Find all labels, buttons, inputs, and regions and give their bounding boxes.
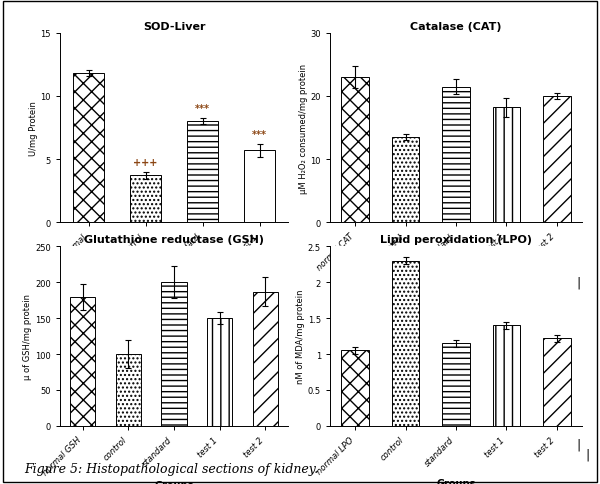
Title: SOD-Liver: SOD-Liver: [143, 22, 205, 32]
Bar: [161, 283, 187, 426]
X-axis label: Groups: Groups: [436, 275, 476, 285]
Bar: [130, 176, 161, 223]
Text: |: |: [576, 275, 580, 288]
Bar: [244, 151, 275, 223]
Y-axis label: μM H₂O₂ consumed/mg protein: μM H₂O₂ consumed/mg protein: [299, 63, 308, 193]
Bar: [73, 74, 104, 223]
Title: Glutathione reductase (GSH): Glutathione reductase (GSH): [84, 235, 264, 245]
Text: |: |: [576, 438, 580, 451]
Text: ***: ***: [252, 130, 267, 139]
Text: ***: ***: [195, 104, 210, 114]
Text: Figure 5: Histopathological sections of kidney.: Figure 5: Histopathological sections of …: [24, 462, 318, 475]
Bar: [543, 338, 571, 426]
Bar: [341, 351, 369, 426]
X-axis label: Groups: Groups: [436, 478, 476, 484]
Bar: [341, 78, 369, 223]
Title: Lipid peroxidation (LPO): Lipid peroxidation (LPO): [380, 235, 532, 245]
Title: Catalase (CAT): Catalase (CAT): [410, 22, 502, 32]
Bar: [543, 97, 571, 223]
Bar: [116, 354, 141, 426]
Y-axis label: nM of MDA/mg protein: nM of MDA/mg protein: [296, 289, 305, 383]
X-axis label: Groups: Groups: [154, 268, 194, 278]
Bar: [253, 292, 278, 426]
Bar: [392, 138, 419, 223]
Bar: [493, 326, 520, 426]
Y-axis label: U/mg Protein: U/mg Protein: [29, 101, 38, 156]
Y-axis label: μ of GSH/mg protein: μ of GSH/mg protein: [23, 293, 32, 379]
Bar: [70, 297, 95, 426]
Bar: [187, 122, 218, 223]
Bar: [207, 318, 232, 426]
Bar: [493, 108, 520, 223]
X-axis label: Groups: Groups: [154, 480, 194, 484]
Bar: [442, 344, 470, 426]
Text: |: |: [585, 447, 589, 460]
Bar: [392, 261, 419, 426]
Text: +++: +++: [133, 157, 158, 167]
Bar: [442, 87, 470, 223]
